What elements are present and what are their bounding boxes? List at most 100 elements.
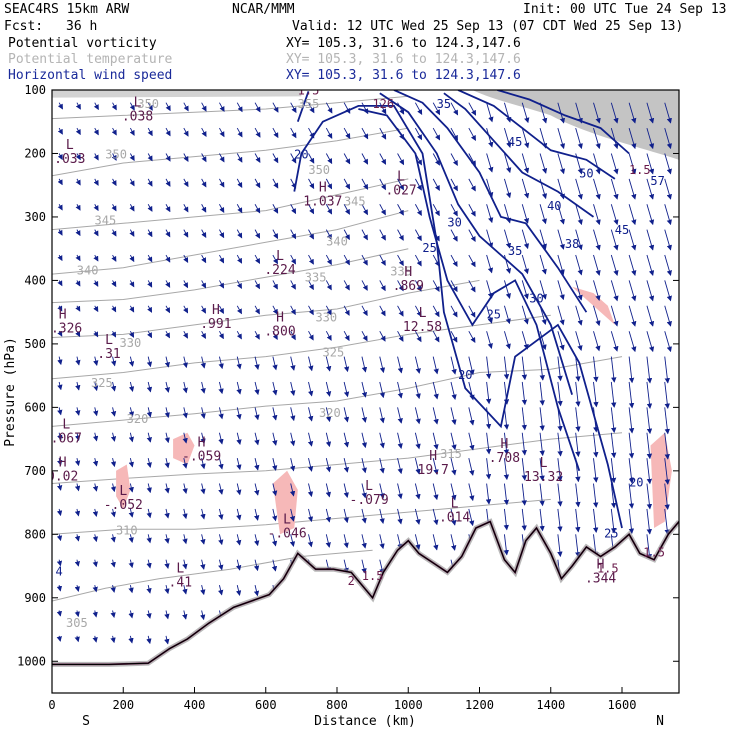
wind-vector [57,458,63,466]
pv-positive-region [173,432,195,465]
wind-vector [343,508,349,524]
wind-vector [289,483,296,497]
wind-vector [290,305,296,316]
wind-vector [200,559,206,570]
wind-vector [575,356,581,382]
wind-vector [379,458,385,474]
wind-vector [325,330,332,341]
wind-vector [450,432,457,451]
x-axis-label: Distance (km) [314,714,416,729]
wind-vector [254,330,260,340]
wind-vector [432,407,439,425]
wind-vector [272,305,278,315]
wind-vector [111,229,117,237]
wind-vector [56,508,63,517]
theta-contour [52,498,551,535]
wind-vector [183,153,189,162]
contour-label: 350 [105,148,127,162]
wind-vector [289,508,296,522]
wind-vector [146,508,152,519]
wind-vector [610,127,619,150]
wind-vector [57,254,63,262]
wind-vector [343,381,350,398]
wind-vector [468,178,476,192]
wind-vector [450,254,458,267]
wind-vector [628,432,635,459]
wind-vector [343,534,349,549]
wind-vector [272,407,278,421]
pv-extremum-marker: H [500,437,508,452]
wind-vector [200,610,206,621]
wind-vector [379,102,387,115]
wind-vector [610,331,619,352]
wind-vector [75,254,81,262]
wind-vector [664,204,672,226]
wind-vector [664,102,672,124]
wind-vector [504,280,511,299]
y-tick-label: 800 [24,527,46,541]
wind-vector [219,102,225,112]
contour-label: 355 [298,97,320,111]
wind-vector [183,305,189,314]
wind-vector [272,127,279,139]
y-tick-label: 700 [24,464,46,478]
wind-vector [75,153,81,161]
wind-vector [450,229,458,242]
wind-vector [343,432,350,448]
wind-vector [129,280,135,288]
wind-vector [290,102,297,114]
wind-vector [57,483,63,491]
contour-label: 1.5 [298,83,320,97]
wind-vector [397,254,404,267]
wind-vector [450,153,458,166]
wind-vector [575,305,583,326]
wind-vector [254,178,261,189]
wind-vector [308,330,314,341]
wind-vector [468,280,476,293]
y-axis-label: Pressure (hPa) [3,337,18,447]
wind-vector [593,305,601,327]
wind-vector [503,356,510,380]
contour-label: 1.5 [597,561,619,575]
wind-vector [75,305,81,312]
contour-label: 310 [116,523,138,537]
wind-vector [56,584,63,592]
contour-label: 126 [372,97,394,111]
wind-vector [236,534,242,546]
wind-vector [361,559,367,574]
wind-vector [628,178,637,200]
wind-vector [235,584,242,596]
wind-vector [414,508,421,525]
wind-vector [219,178,225,188]
y-tick-label: 500 [24,337,46,351]
wind-vector [664,458,670,485]
pv-extremum-value: 0.02 [47,469,78,484]
wind-vector [343,458,349,473]
pv-extremum-marker: L [134,96,142,111]
y-tick-label: 100 [24,83,46,97]
pv-extremum-marker: H [319,181,327,196]
wind-vector [646,458,653,485]
wind-vector [397,280,404,292]
contour-label: 1.5 [643,546,665,560]
wind-vector [236,229,243,239]
contour-label: 40 [547,199,561,213]
contour-label: 330 [120,336,142,350]
wind-vector [92,559,98,568]
wind-vector [521,331,529,350]
wind-vector [254,102,261,113]
wind-vector [379,407,385,424]
wind-vector [379,204,386,216]
wind-vector [521,178,530,199]
wind-vector [593,356,599,383]
wind-vector [450,330,458,343]
wind-vector [272,483,278,497]
wind-vector [57,229,63,236]
wind-vector [468,229,476,242]
wind-vector [521,102,530,124]
wind-vector [361,432,367,449]
wind-vector [325,407,332,423]
x-tick-label: 400 [184,698,206,712]
wind-vector [272,381,278,396]
wind-vector [397,330,404,342]
